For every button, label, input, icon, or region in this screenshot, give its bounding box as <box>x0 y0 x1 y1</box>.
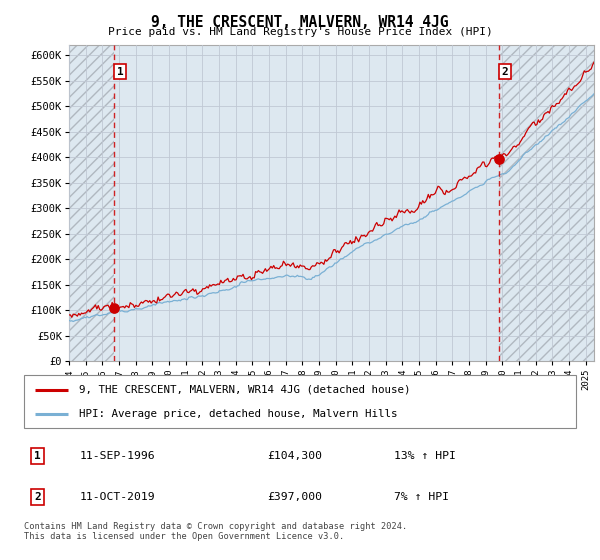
Bar <box>69 45 114 361</box>
Text: 11-SEP-1996: 11-SEP-1996 <box>79 451 155 461</box>
Text: Contains HM Land Registry data © Crown copyright and database right 2024.
This d: Contains HM Land Registry data © Crown c… <box>24 522 407 542</box>
Text: 9, THE CRESCENT, MALVERN, WR14 4JG (detached house): 9, THE CRESCENT, MALVERN, WR14 4JG (deta… <box>79 385 410 395</box>
Text: Price paid vs. HM Land Registry's House Price Index (HPI): Price paid vs. HM Land Registry's House … <box>107 27 493 37</box>
Point <box>494 154 503 163</box>
Point <box>109 304 119 312</box>
Text: £104,300: £104,300 <box>267 451 322 461</box>
Text: 7% ↑ HPI: 7% ↑ HPI <box>394 492 449 502</box>
Text: £397,000: £397,000 <box>267 492 322 502</box>
Text: 2: 2 <box>502 67 508 77</box>
Text: 1: 1 <box>116 67 124 77</box>
Text: HPI: Average price, detached house, Malvern Hills: HPI: Average price, detached house, Malv… <box>79 409 398 419</box>
FancyBboxPatch shape <box>24 375 576 428</box>
Text: 1: 1 <box>34 451 41 461</box>
Text: 9, THE CRESCENT, MALVERN, WR14 4JG: 9, THE CRESCENT, MALVERN, WR14 4JG <box>151 15 449 30</box>
Text: 2: 2 <box>34 492 41 502</box>
Text: 13% ↑ HPI: 13% ↑ HPI <box>394 451 456 461</box>
Bar <box>499 45 594 361</box>
Text: 11-OCT-2019: 11-OCT-2019 <box>79 492 155 502</box>
